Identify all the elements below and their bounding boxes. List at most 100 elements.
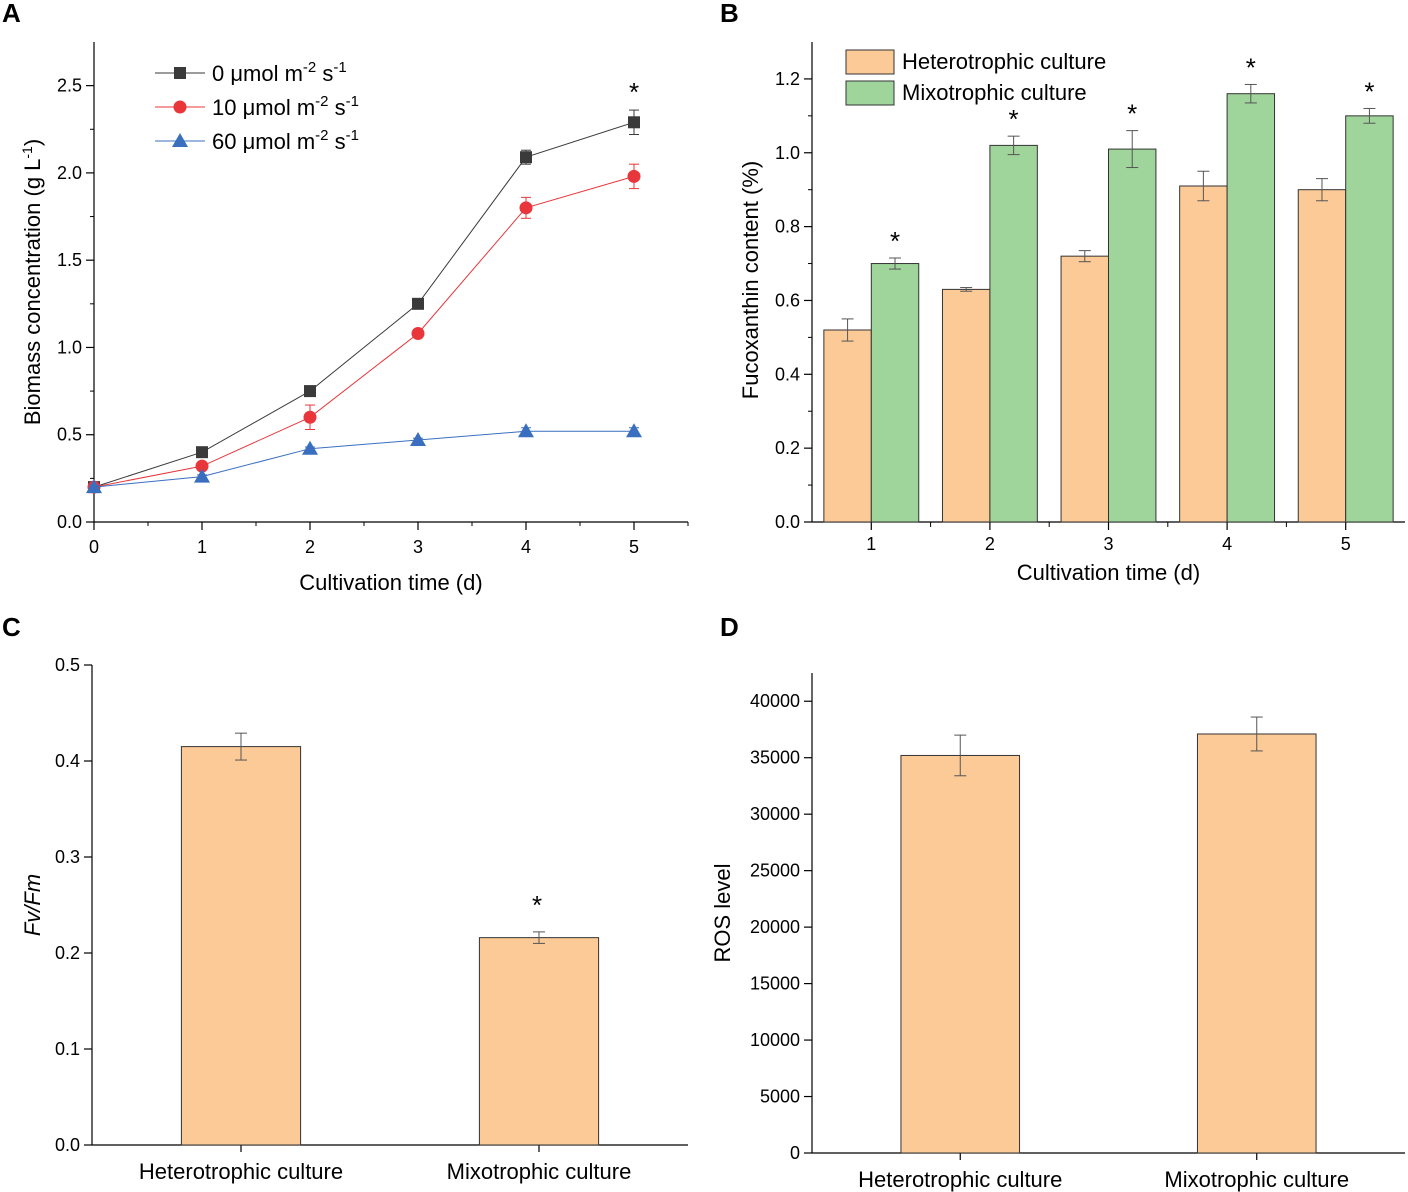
series-triangle [86,423,642,494]
x-tick-label: 1 [866,534,876,554]
significance-star: * [890,226,900,256]
y-tick-label: 0.0 [55,1135,80,1155]
legend-superscript: -2 [315,127,328,144]
y-tick-label: 0.8 [775,217,800,237]
y-tick-label: 0.0 [57,512,82,532]
bar [478,937,600,1146]
legend-swatch [845,80,895,106]
y-axis-title: Fucoxanthin content (%) [738,161,763,399]
significance-star: * [629,77,639,107]
y-tick-label: 5000 [760,1087,800,1107]
bar-heterotrophic [823,329,872,523]
y-tick-label: 1.0 [57,337,82,357]
bar-heterotrophic [1297,189,1347,523]
y-tick-label: 0.0 [775,512,800,532]
y-tick-label: 1.2 [775,69,800,89]
significance-star: * [532,890,542,920]
y-tick-label: 0.4 [775,364,800,384]
x-tick-label: Mixotrophic culture [447,1159,632,1184]
legend-label: 10 μmol m-2 s-1 [212,93,359,120]
x-axis-title: Cultivation time (d) [1017,560,1200,585]
x-tick-label: 4 [521,537,531,557]
data-point [304,385,316,398]
legend: Heterotrophic culture Mixotrophic culture [845,49,1106,106]
series-square [88,109,640,494]
legend-marker [173,100,187,114]
y-tick-label: 0.1 [55,1039,80,1059]
bar-mixotrophic [1226,93,1276,523]
y-tick-label: 0.2 [55,943,80,963]
data-point [412,297,424,310]
data-point [627,169,641,183]
data-point [302,440,318,455]
y-axis-title: Biomass concentration (g L-1) [19,139,45,425]
panel-label-d: D [720,612,739,642]
legend-unit: s [329,129,346,154]
y-tick-label: 0.6 [775,290,800,310]
data-point [626,423,642,438]
y-tick-label: 0.5 [57,425,82,445]
legend-unit: s [329,95,346,120]
y-axis-title-superscript: -1 [19,146,35,159]
x-tick-label: 5 [629,537,639,557]
bar [1196,733,1317,1154]
y-tick-label: 15000 [750,974,800,994]
series-line [93,175,635,488]
significance-star: * [1246,52,1256,82]
data-point [520,151,532,164]
legend-label: 0 μmol m-2 s-1 [212,59,347,86]
significance-star: * [1009,104,1019,134]
legend-superscript: -2 [303,59,316,76]
legend-superscript: -2 [315,93,328,110]
significance-star: * [1127,99,1137,129]
bar-heterotrophic [1179,185,1228,523]
panel-label-b: B [720,0,739,28]
legend-marker [174,67,186,79]
series-line [93,430,634,488]
panel-a: A 0.0 0.5 1.0 1.5 2.0 2.5 0 1 2 3 4 5 Cultivation tim… [2,0,689,595]
data-point [519,201,533,215]
bar [900,754,1021,1154]
panel-d: D 0 5000 10000 15000 20000 25000 30000 35000 4000… [710,612,1405,1192]
legend-unit: s [316,61,333,86]
bar-mixotrophic [870,263,920,523]
y-tick-label: 2.5 [57,76,82,96]
x-tick-label: 0 [89,537,99,557]
data-point [518,423,534,438]
y-tick-label: 0.2 [775,438,800,458]
x-tick-label: 4 [1222,534,1232,554]
x-tick-label: 2 [305,537,315,557]
bar-heterotrophic [1060,255,1110,523]
bar [180,746,302,1146]
legend-marker [172,133,188,147]
data-point [303,410,317,424]
legend-superscript: -1 [346,127,359,144]
bar-mixotrophic [1108,148,1157,523]
legend-swatch [845,49,895,75]
y-tick-label: 0.5 [55,655,80,675]
y-tick-label: 10000 [750,1030,800,1050]
x-tick-label: Mixotrophic culture [1164,1167,1349,1192]
panel-b: B 0.0 0.2 0.4 0.6 0.8 1.0 1.2 1 * 2 * 3 * 4 * 5 * Cultivat… [720,0,1405,585]
x-tick-label: 3 [1103,534,1113,554]
panel-label-c: C [2,612,21,642]
legend-superscript: -1 [346,93,359,110]
x-tick-label: 1 [197,537,207,557]
legend-label: Mixotrophic culture [902,80,1087,105]
y-tick-label: 40000 [750,691,800,711]
bar-mixotrophic [989,144,1038,523]
x-tick-label: 3 [413,537,423,557]
x-tick-label: Heterotrophic culture [139,1159,343,1184]
data-point [410,431,426,446]
legend-label: 60 μmol m-2 s-1 [212,127,359,154]
data-point [195,459,209,473]
y-tick-label: 1.0 [775,143,800,163]
y-axis-title: Fv/Fm [20,874,45,936]
y-tick-label: 25000 [750,861,800,881]
bar-mixotrophic [1345,115,1394,523]
data-point [86,479,102,494]
significance-star: * [1364,76,1374,106]
data-point [628,116,640,129]
y-tick-label: 0.4 [55,751,80,771]
y-tick-label: 35000 [750,748,800,768]
